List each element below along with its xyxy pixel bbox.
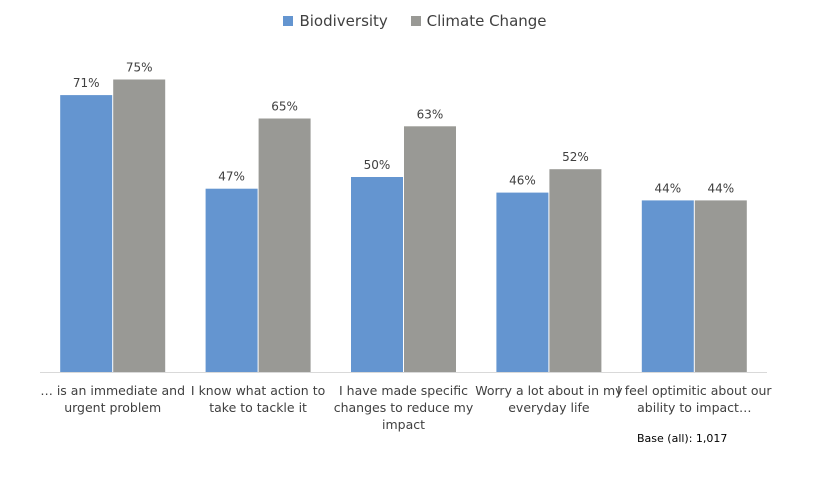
category-label-5-line-1: I feel optimitic about our bbox=[617, 383, 772, 398]
data-label-biodiversity-4: 46% bbox=[509, 174, 536, 188]
data-label-climate-change-1: 75% bbox=[126, 61, 153, 75]
legend-label-climate-change: Climate Change bbox=[426, 11, 547, 30]
category-label-2-line-2: take to tackle it bbox=[209, 400, 307, 415]
category-label-3-line-1: I have made specific bbox=[339, 383, 468, 398]
bar-biodiversity-4 bbox=[496, 192, 549, 372]
bar-climate-change-5 bbox=[694, 200, 747, 372]
category-label-4-line-2: everyday life bbox=[508, 400, 590, 415]
data-label-biodiversity-3: 50% bbox=[364, 158, 391, 172]
bar-climate-change-4 bbox=[549, 169, 602, 372]
bar-biodiversity-1 bbox=[60, 95, 113, 372]
chart-legend: Biodiversity Climate Change bbox=[0, 11, 830, 30]
data-label-climate-change-4: 52% bbox=[562, 150, 589, 164]
data-label-climate-change-5: 44% bbox=[707, 181, 734, 195]
data-label-biodiversity-5: 44% bbox=[654, 181, 681, 195]
legend-item-climate-change: Climate Change bbox=[410, 11, 547, 30]
data-label-biodiversity-1: 71% bbox=[73, 76, 100, 90]
legend-swatch-biodiversity bbox=[283, 15, 294, 26]
data-label-climate-change-3: 63% bbox=[417, 107, 444, 121]
category-label-4-line-1: Worry a lot about in my bbox=[475, 383, 623, 398]
bar-climate-change-2 bbox=[258, 118, 311, 372]
category-label-1-line-2: urgent problem bbox=[64, 400, 161, 415]
category-label-1-line-1: … is an immediate and bbox=[40, 383, 185, 398]
bar-biodiversity-3 bbox=[351, 177, 403, 372]
data-label-climate-change-2: 65% bbox=[271, 100, 298, 114]
bar-climate-change-1 bbox=[113, 79, 166, 372]
data-label-biodiversity-2: 47% bbox=[218, 170, 245, 184]
legend-swatch-climate-change bbox=[410, 15, 421, 26]
legend-item-biodiversity: Biodiversity bbox=[283, 11, 388, 30]
category-label-3-line-2: changes to reduce my bbox=[334, 400, 474, 415]
legend-label-biodiversity: Biodiversity bbox=[299, 11, 388, 30]
category-label-3-line-3: impact bbox=[382, 417, 425, 432]
bar-biodiversity-2 bbox=[205, 188, 258, 372]
bar-climate-change-3 bbox=[404, 126, 456, 372]
category-label-2-line-1: I know what action to bbox=[191, 383, 325, 398]
bar-biodiversity-5 bbox=[641, 200, 694, 372]
category-label-5-line-2: ability to impact… bbox=[637, 400, 751, 415]
base-footnote: Base (all): 1,017 bbox=[637, 432, 728, 445]
